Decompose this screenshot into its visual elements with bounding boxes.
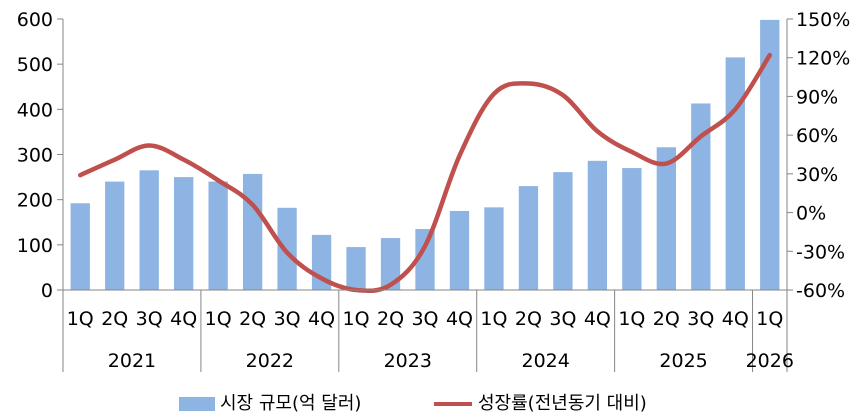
right-tick-label: 0% xyxy=(796,203,826,225)
left-tick-label: 200 xyxy=(17,190,53,212)
left-tick-label: 0 xyxy=(41,280,53,302)
bar xyxy=(450,211,469,290)
bar xyxy=(71,203,90,290)
year-label: 2026 xyxy=(746,350,794,372)
quarter-label: 3Q xyxy=(549,308,576,330)
bar xyxy=(208,182,227,290)
bar xyxy=(519,186,538,290)
left-tick-label: 100 xyxy=(17,235,53,257)
legend: 시장 규모(억 달러) 성장률(전년동기 대비) xyxy=(179,393,647,414)
quarter-label: 1Q xyxy=(480,308,507,330)
left-tick-label: 600 xyxy=(17,9,53,31)
year-label: 2025 xyxy=(659,350,707,372)
year-label: 2021 xyxy=(108,350,156,372)
left-tick-label: 400 xyxy=(17,99,53,121)
quarter-label: 1Q xyxy=(343,308,370,330)
bar xyxy=(726,57,745,290)
left-axis: 0 100 200 300 400 500 600 xyxy=(17,9,63,302)
year-label: 2024 xyxy=(521,350,569,372)
quarter-label: 3Q xyxy=(274,308,301,330)
legend-swatch-bar xyxy=(179,397,215,411)
bar xyxy=(622,168,641,290)
bar xyxy=(588,161,607,290)
quarter-label: 2Q xyxy=(653,308,680,330)
bar xyxy=(174,177,193,290)
quarter-label: 4Q xyxy=(722,308,749,330)
legend-label-bar: 시장 규모(억 달러) xyxy=(220,393,361,414)
quarter-label: 1Q xyxy=(67,308,94,330)
quarter-label: 4Q xyxy=(584,308,611,330)
bar xyxy=(140,170,159,290)
right-axis: -60% -30% 0% 30% 60% 90% 120% 150% xyxy=(787,9,850,302)
right-tick-label: 30% xyxy=(796,164,838,186)
quarter-label: 2Q xyxy=(515,308,542,330)
year-label: 2022 xyxy=(246,350,294,372)
bar xyxy=(484,207,503,290)
bar xyxy=(346,247,365,290)
quarter-label: 1Q xyxy=(618,308,645,330)
x-axis: 1Q 2Q 3Q 4Q 1Q 2Q 3Q 4Q 1Q 2Q 3Q 4Q 1Q 2Q 3Q 4Q 1Q 2Q 3Q 4Q… xyxy=(63,290,794,372)
quarter-label: 3Q xyxy=(136,308,163,330)
right-tick-label: 90% xyxy=(796,86,838,108)
quarter-label: 3Q xyxy=(411,308,438,330)
quarter-label: 2Q xyxy=(101,308,128,330)
left-tick-label: 300 xyxy=(17,145,53,167)
bar xyxy=(105,182,124,290)
quarter-label: 2Q xyxy=(239,308,266,330)
bar xyxy=(760,20,779,290)
bar xyxy=(657,147,676,290)
quarter-label: 4Q xyxy=(308,308,335,330)
bar xyxy=(243,174,262,290)
year-label: 2023 xyxy=(384,350,432,372)
quarter-label: 2Q xyxy=(377,308,404,330)
right-tick-label: 150% xyxy=(796,9,850,31)
right-tick-label: -60% xyxy=(796,280,845,302)
bar xyxy=(277,208,296,290)
quarter-label: 4Q xyxy=(170,308,197,330)
quarter-label: 4Q xyxy=(446,308,473,330)
bar xyxy=(553,172,572,290)
quarter-label: 3Q xyxy=(687,308,714,330)
quarter-label: 1Q xyxy=(756,308,783,330)
right-tick-label: -30% xyxy=(796,241,845,263)
right-tick-label: 60% xyxy=(796,125,838,147)
legend-label-line: 성장률(전년동기 대비) xyxy=(478,393,647,414)
right-tick-label: 120% xyxy=(796,48,850,70)
quarter-label: 1Q xyxy=(205,308,232,330)
left-tick-label: 500 xyxy=(17,54,53,76)
